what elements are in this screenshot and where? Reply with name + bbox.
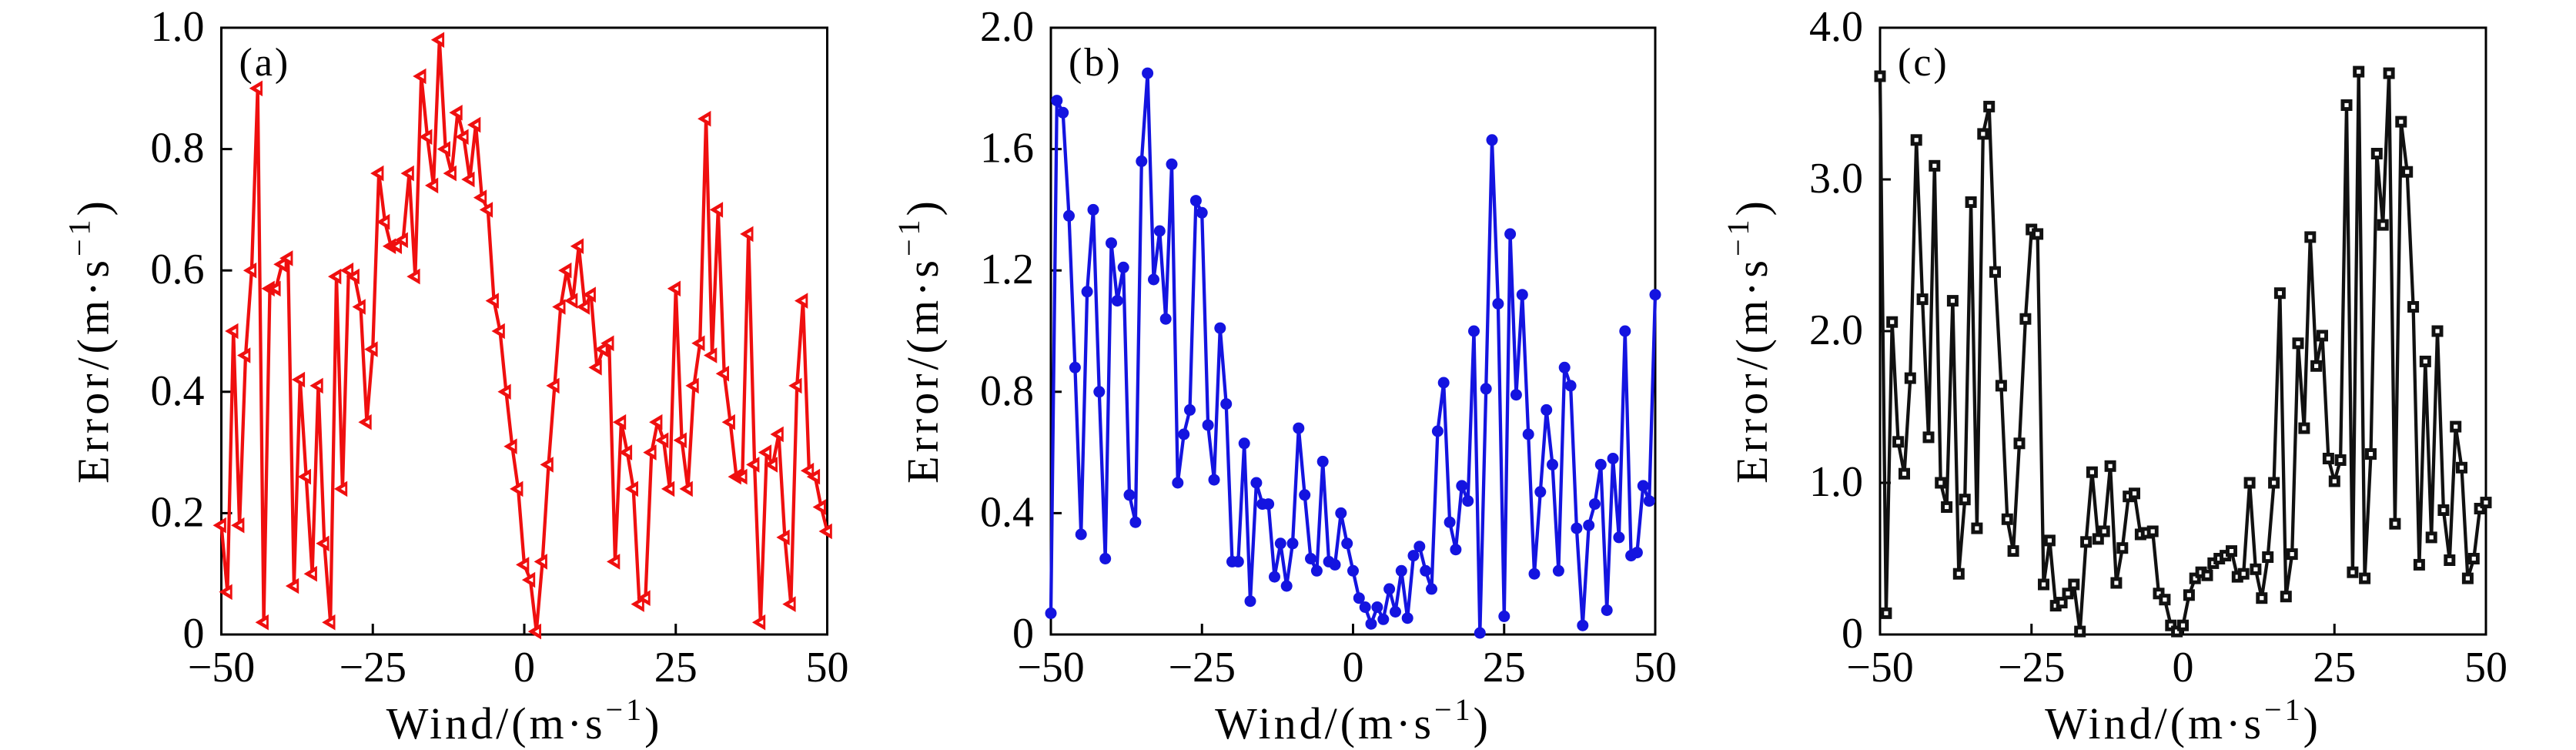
svg-text:−50: −50 [188, 644, 256, 691]
svg-text:0: 0 [1012, 610, 1034, 658]
svg-text:4.0: 4.0 [1809, 3, 1863, 51]
svg-text:0.4: 0.4 [980, 488, 1034, 536]
svg-text:(a): (a) [239, 41, 291, 85]
svg-text:(b): (b) [1069, 41, 1122, 85]
svg-text:−50: −50 [1846, 644, 1914, 691]
svg-text:50: 50 [1634, 644, 1677, 691]
svg-text:(c): (c) [1898, 41, 1949, 85]
svg-text:50: 50 [806, 644, 849, 691]
svg-text:−25: −25 [339, 644, 406, 691]
svg-text:3.0: 3.0 [1809, 155, 1863, 203]
svg-text:0.8: 0.8 [151, 125, 205, 172]
svg-text:25: 25 [2313, 644, 2356, 691]
svg-text:1.0: 1.0 [151, 3, 205, 51]
svg-text:0: 0 [1343, 644, 1364, 691]
svg-text:1.6: 1.6 [980, 125, 1034, 172]
svg-text:0.2: 0.2 [151, 488, 205, 536]
svg-text:1.0: 1.0 [1809, 458, 1863, 506]
svg-text:0: 0 [514, 644, 535, 691]
svg-text:25: 25 [1483, 644, 1526, 691]
svg-text:−50: −50 [1017, 644, 1085, 691]
svg-text:0: 0 [2173, 644, 2194, 691]
svg-text:−25: −25 [1998, 644, 2066, 691]
svg-text:−25: −25 [1168, 644, 1236, 691]
svg-text:1.2: 1.2 [980, 246, 1034, 293]
svg-text:25: 25 [654, 644, 698, 691]
svg-text:2.0: 2.0 [980, 3, 1034, 51]
svg-text:2.0: 2.0 [1809, 306, 1863, 354]
svg-text:50: 50 [2464, 644, 2507, 691]
svg-text:0: 0 [183, 610, 205, 658]
svg-text:0.6: 0.6 [151, 246, 205, 293]
svg-text:0.4: 0.4 [151, 367, 205, 415]
svg-text:0.8: 0.8 [980, 367, 1034, 415]
svg-text:0: 0 [1842, 610, 1863, 658]
